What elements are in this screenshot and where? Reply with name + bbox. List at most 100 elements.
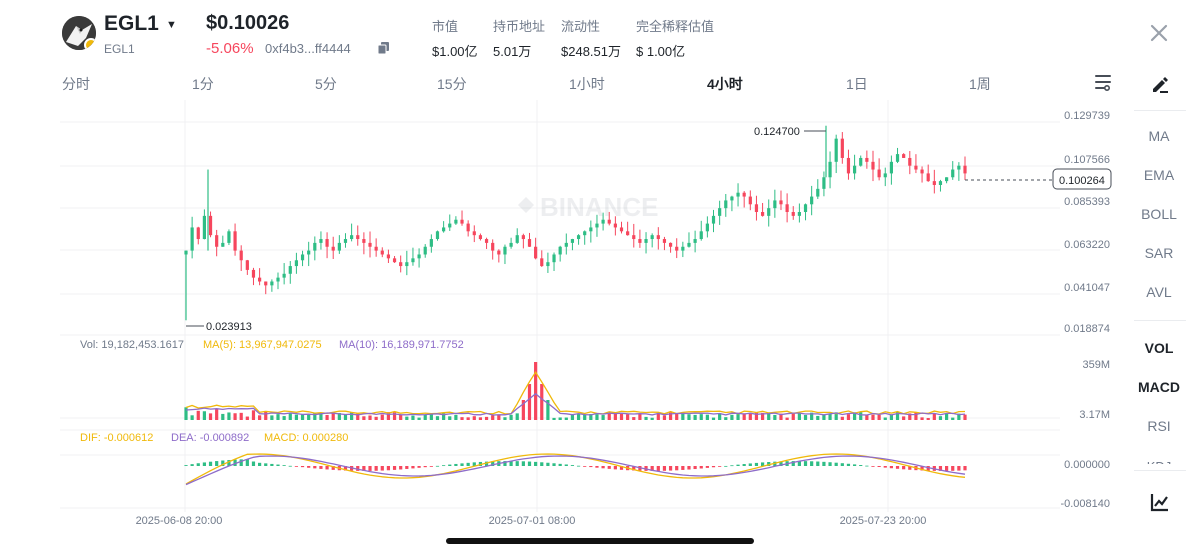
macd-bar <box>852 464 857 466</box>
kline-chart[interactable]: BINANCE 0.100264 0.124700 0.023913 0.129… <box>60 100 1130 528</box>
tab-5m[interactable]: 5分 <box>315 76 337 92</box>
indicator-ema[interactable]: EMA <box>1143 167 1175 183</box>
macd-bar <box>705 466 709 468</box>
indicator-vol[interactable]: VOL <box>1144 340 1174 356</box>
volume-bar <box>325 414 329 420</box>
chart-settings-icon[interactable] <box>1094 73 1112 91</box>
macd-bar <box>736 464 740 466</box>
eagle-icon <box>62 16 96 50</box>
macd-bar <box>656 466 660 471</box>
macd-bar <box>675 466 679 471</box>
macd-bar <box>276 464 280 466</box>
macd-bar <box>791 461 795 466</box>
tab-1w[interactable]: 1周 <box>969 76 991 92</box>
candle <box>552 252 556 271</box>
indicator-rsi[interactable]: RSI <box>1147 418 1171 434</box>
copy-icon[interactable] <box>378 42 389 54</box>
candle <box>202 209 207 240</box>
tab-15m[interactable]: 15分 <box>437 76 467 92</box>
candle <box>478 233 483 241</box>
candle <box>938 179 943 192</box>
candle <box>245 259 249 275</box>
indicator-chart-icon[interactable] <box>1150 492 1170 512</box>
volume-bar <box>736 413 740 420</box>
candle <box>448 214 452 231</box>
macd-bar <box>601 466 605 469</box>
binance-watermark: BINANCE <box>518 192 658 222</box>
tab-1d[interactable]: 1日 <box>846 76 868 92</box>
token-symbol[interactable]: EGL1 <box>104 12 159 35</box>
candle <box>810 185 814 216</box>
macd-bar <box>779 461 783 466</box>
volume-bar <box>221 413 225 420</box>
stat-fdv: 完全稀释估值 $ 1.00亿 <box>636 19 715 59</box>
macd-bar <box>951 466 955 471</box>
candle <box>350 223 354 242</box>
candle <box>687 232 691 248</box>
token-name: EGL1 <box>104 42 135 56</box>
macd-bar <box>454 463 458 466</box>
volume-axis: 359M 3.17M <box>1079 359 1110 421</box>
vol-tick: 3.17M <box>1079 409 1110 421</box>
indicator-kdj[interactable]: KDJ <box>1130 454 1188 464</box>
volume-bar <box>251 410 256 420</box>
volume-bar <box>932 413 936 420</box>
tab-timeline[interactable]: 分时 <box>62 76 90 92</box>
macd-bar <box>724 465 728 467</box>
macd-bar <box>515 461 519 466</box>
candle <box>699 220 703 241</box>
macd-bar <box>865 465 869 467</box>
macd-bar <box>313 466 317 469</box>
volume-bar <box>650 417 654 420</box>
volume-bar <box>233 413 237 420</box>
candle <box>576 234 581 245</box>
macd-bar <box>840 463 844 466</box>
chart-canvas[interactable]: BINANCE 0.100264 0.124700 0.023913 0.129… <box>60 100 1130 528</box>
candle <box>877 158 881 181</box>
indicator-macd[interactable]: MACD <box>1138 379 1180 395</box>
macd-bar <box>208 461 213 466</box>
candle <box>638 229 642 248</box>
macd-bar <box>534 461 538 466</box>
pencil-icon[interactable] <box>1150 74 1170 94</box>
candle <box>337 235 341 254</box>
candle <box>184 250 188 257</box>
divider <box>1134 110 1186 111</box>
candle <box>865 150 869 169</box>
indicator-sar[interactable]: SAR <box>1144 245 1174 261</box>
volume-bar <box>711 417 716 420</box>
macd-bar <box>810 461 814 466</box>
volume-bar <box>399 414 403 420</box>
candle <box>239 245 243 272</box>
candle <box>215 229 219 257</box>
candle <box>791 206 795 220</box>
chevron-down-icon[interactable]: ▼ <box>166 19 177 31</box>
volume-bar <box>595 414 599 420</box>
tab-4h[interactable]: 4小时 <box>707 76 743 92</box>
volume-bar <box>902 416 906 420</box>
macd-value-label: MACD: 0.000280 <box>264 432 348 444</box>
volume-bar <box>619 413 624 420</box>
volume-bar <box>417 417 421 420</box>
macd-bar <box>699 466 703 469</box>
indicator-avl[interactable]: AVL <box>1146 284 1172 300</box>
volume-bar <box>300 414 305 420</box>
tab-1h[interactable]: 1小时 <box>569 76 605 92</box>
volume-bar <box>313 412 317 420</box>
candle <box>834 134 838 174</box>
candle <box>773 189 777 218</box>
chain-badge <box>84 38 96 50</box>
tab-1m[interactable]: 1分 <box>192 76 214 92</box>
macd-legend: DIF: -0.000612 DEA: -0.000892 MACD: 0.00… <box>80 432 348 444</box>
volume-bar <box>392 412 397 420</box>
candle <box>632 223 636 248</box>
volume-bar <box>810 412 814 420</box>
macd-bar <box>638 466 642 471</box>
indicator-ma[interactable]: MA <box>1148 128 1170 144</box>
close-icon[interactable] <box>1148 22 1170 44</box>
macd-bar <box>362 466 366 471</box>
candle <box>411 247 415 266</box>
macd-bar <box>417 466 421 468</box>
candle <box>331 236 335 259</box>
indicator-boll[interactable]: BOLL <box>1141 206 1177 222</box>
